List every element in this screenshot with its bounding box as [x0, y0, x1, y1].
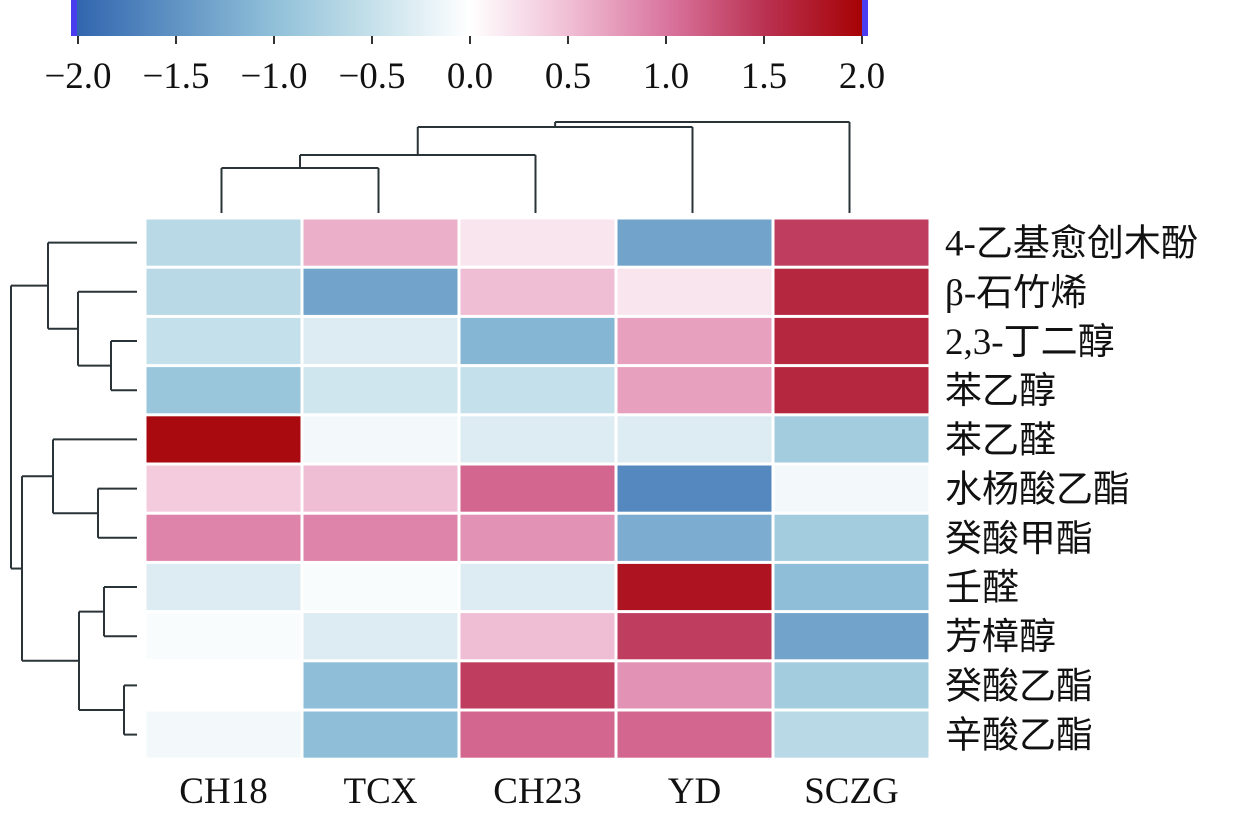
row-label: 芳樟醇 — [945, 616, 1056, 658]
heatmap-cell — [617, 662, 772, 709]
heatmap-cell — [460, 563, 615, 611]
heatmap-cell — [146, 514, 301, 561]
row-label: 4-乙基愈创木酚 — [945, 223, 1198, 265]
row-label: β-石竹烯 — [945, 273, 1087, 314]
colorbar-tick-label: −2.0 — [44, 56, 111, 97]
heatmap-cell — [774, 613, 929, 660]
heatmap-cell — [617, 416, 772, 463]
heatmap-cell — [146, 268, 301, 315]
heatmap-cell — [146, 711, 301, 758]
heatmap-cell — [146, 563, 301, 611]
heatmap-cell — [460, 367, 615, 414]
row-label: 癸酸乙酯 — [945, 665, 1093, 707]
heatmap-cell — [774, 711, 929, 758]
colorbar-high-end — [862, 0, 868, 36]
heatmap-cell — [303, 268, 458, 315]
heatmap-cell — [146, 317, 301, 365]
heatmap-cell — [774, 268, 929, 315]
row-label: 辛酸乙酯 — [945, 715, 1093, 757]
heatmap-cell — [303, 317, 458, 365]
heatmap-cell — [774, 219, 929, 266]
heatmap-cell — [617, 514, 772, 561]
heatmap-cell — [460, 613, 615, 660]
column-label: SCZG — [804, 771, 899, 812]
colorbar-low-end — [71, 0, 77, 36]
heatmap-cell — [460, 662, 615, 709]
heatmap-cell — [617, 367, 772, 414]
heatmap-cell — [774, 317, 929, 365]
column-label: TCX — [344, 771, 418, 812]
row-dendrogram — [10, 241, 137, 736]
row-label: 苯乙醇 — [945, 370, 1056, 412]
heatmap-cell — [303, 219, 458, 266]
heatmap-cell — [303, 367, 458, 414]
heatmap-cell — [617, 219, 772, 266]
heatmap-cell — [146, 219, 301, 266]
heatmap-cell — [303, 514, 458, 561]
heatmap-cell — [774, 367, 929, 414]
row-label: 苯乙醛 — [945, 420, 1056, 461]
colorbar-tick-label: 1.0 — [643, 56, 689, 97]
heatmap-cell — [303, 465, 458, 512]
colorbar: −2.0 −1.5 −1.0 −0.5 0.0 0.5 1.0 1.5 2.0 — [44, 0, 885, 97]
heatmap-cell — [774, 416, 929, 463]
heatmap-cell — [774, 465, 929, 512]
heatmap-cell — [303, 416, 458, 463]
heatmap-cell — [460, 711, 615, 758]
heatmap-cell — [460, 514, 615, 561]
colorbar-tick-label: 0.5 — [545, 56, 591, 97]
colorbar-gradient — [73, 0, 867, 36]
heatmap-cell — [617, 613, 772, 660]
row-label: 壬醛 — [945, 568, 1019, 609]
column-labels: CH18 TCX CH23 YD SCZG — [179, 771, 898, 812]
row-labels: 4-乙基愈创木酚 β-石竹烯 2,3-丁二醇苯乙醇苯乙醛水杨酸乙酯癸酸甲酯壬醛芳樟醇… — [945, 223, 1198, 757]
heatmap-cell — [146, 613, 301, 660]
colorbar-tick-label: −1.5 — [142, 56, 209, 97]
row-label: 癸酸甲酯 — [945, 518, 1093, 560]
colorbar-tick-label: 0.0 — [447, 56, 493, 97]
heatmap-cell — [146, 416, 301, 463]
row-label: 2,3-丁二醇 — [945, 321, 1115, 363]
heatmap-cell — [774, 514, 929, 561]
heatmap-cell — [303, 662, 458, 709]
column-label: CH18 — [179, 771, 267, 812]
heatmap-cell — [460, 317, 615, 365]
heatmap-cell — [617, 268, 772, 315]
heatmap-cell — [774, 662, 929, 709]
colorbar-tick-label: 2.0 — [839, 56, 885, 97]
heatmap-cell — [460, 219, 615, 266]
heatmap-cell — [303, 563, 458, 611]
colorbar-tick-label: −1.0 — [240, 56, 307, 97]
heatmap-cell — [617, 317, 772, 365]
heatmap-cells — [146, 219, 929, 758]
heatmap-cell — [146, 465, 301, 512]
heatmap-cell — [617, 711, 772, 758]
heatmap-cell — [303, 613, 458, 660]
column-label: CH23 — [493, 771, 581, 812]
heatmap-cell — [146, 367, 301, 414]
heatmap-cell — [460, 268, 615, 315]
heatmap-cell — [460, 416, 615, 463]
heatmap-cell — [303, 711, 458, 758]
heatmap-cell — [146, 662, 301, 709]
heatmap-cell — [617, 465, 772, 512]
row-label: 水杨酸乙酯 — [945, 470, 1130, 511]
column-dendrogram — [220, 121, 851, 213]
heatmap-cell — [617, 563, 772, 611]
heatmap-cell — [774, 563, 929, 611]
column-label: YD — [668, 771, 721, 812]
heatmap-cell — [460, 465, 615, 512]
colorbar-tick-label: 1.5 — [741, 56, 787, 97]
colorbar-tick-label: −0.5 — [338, 56, 405, 97]
